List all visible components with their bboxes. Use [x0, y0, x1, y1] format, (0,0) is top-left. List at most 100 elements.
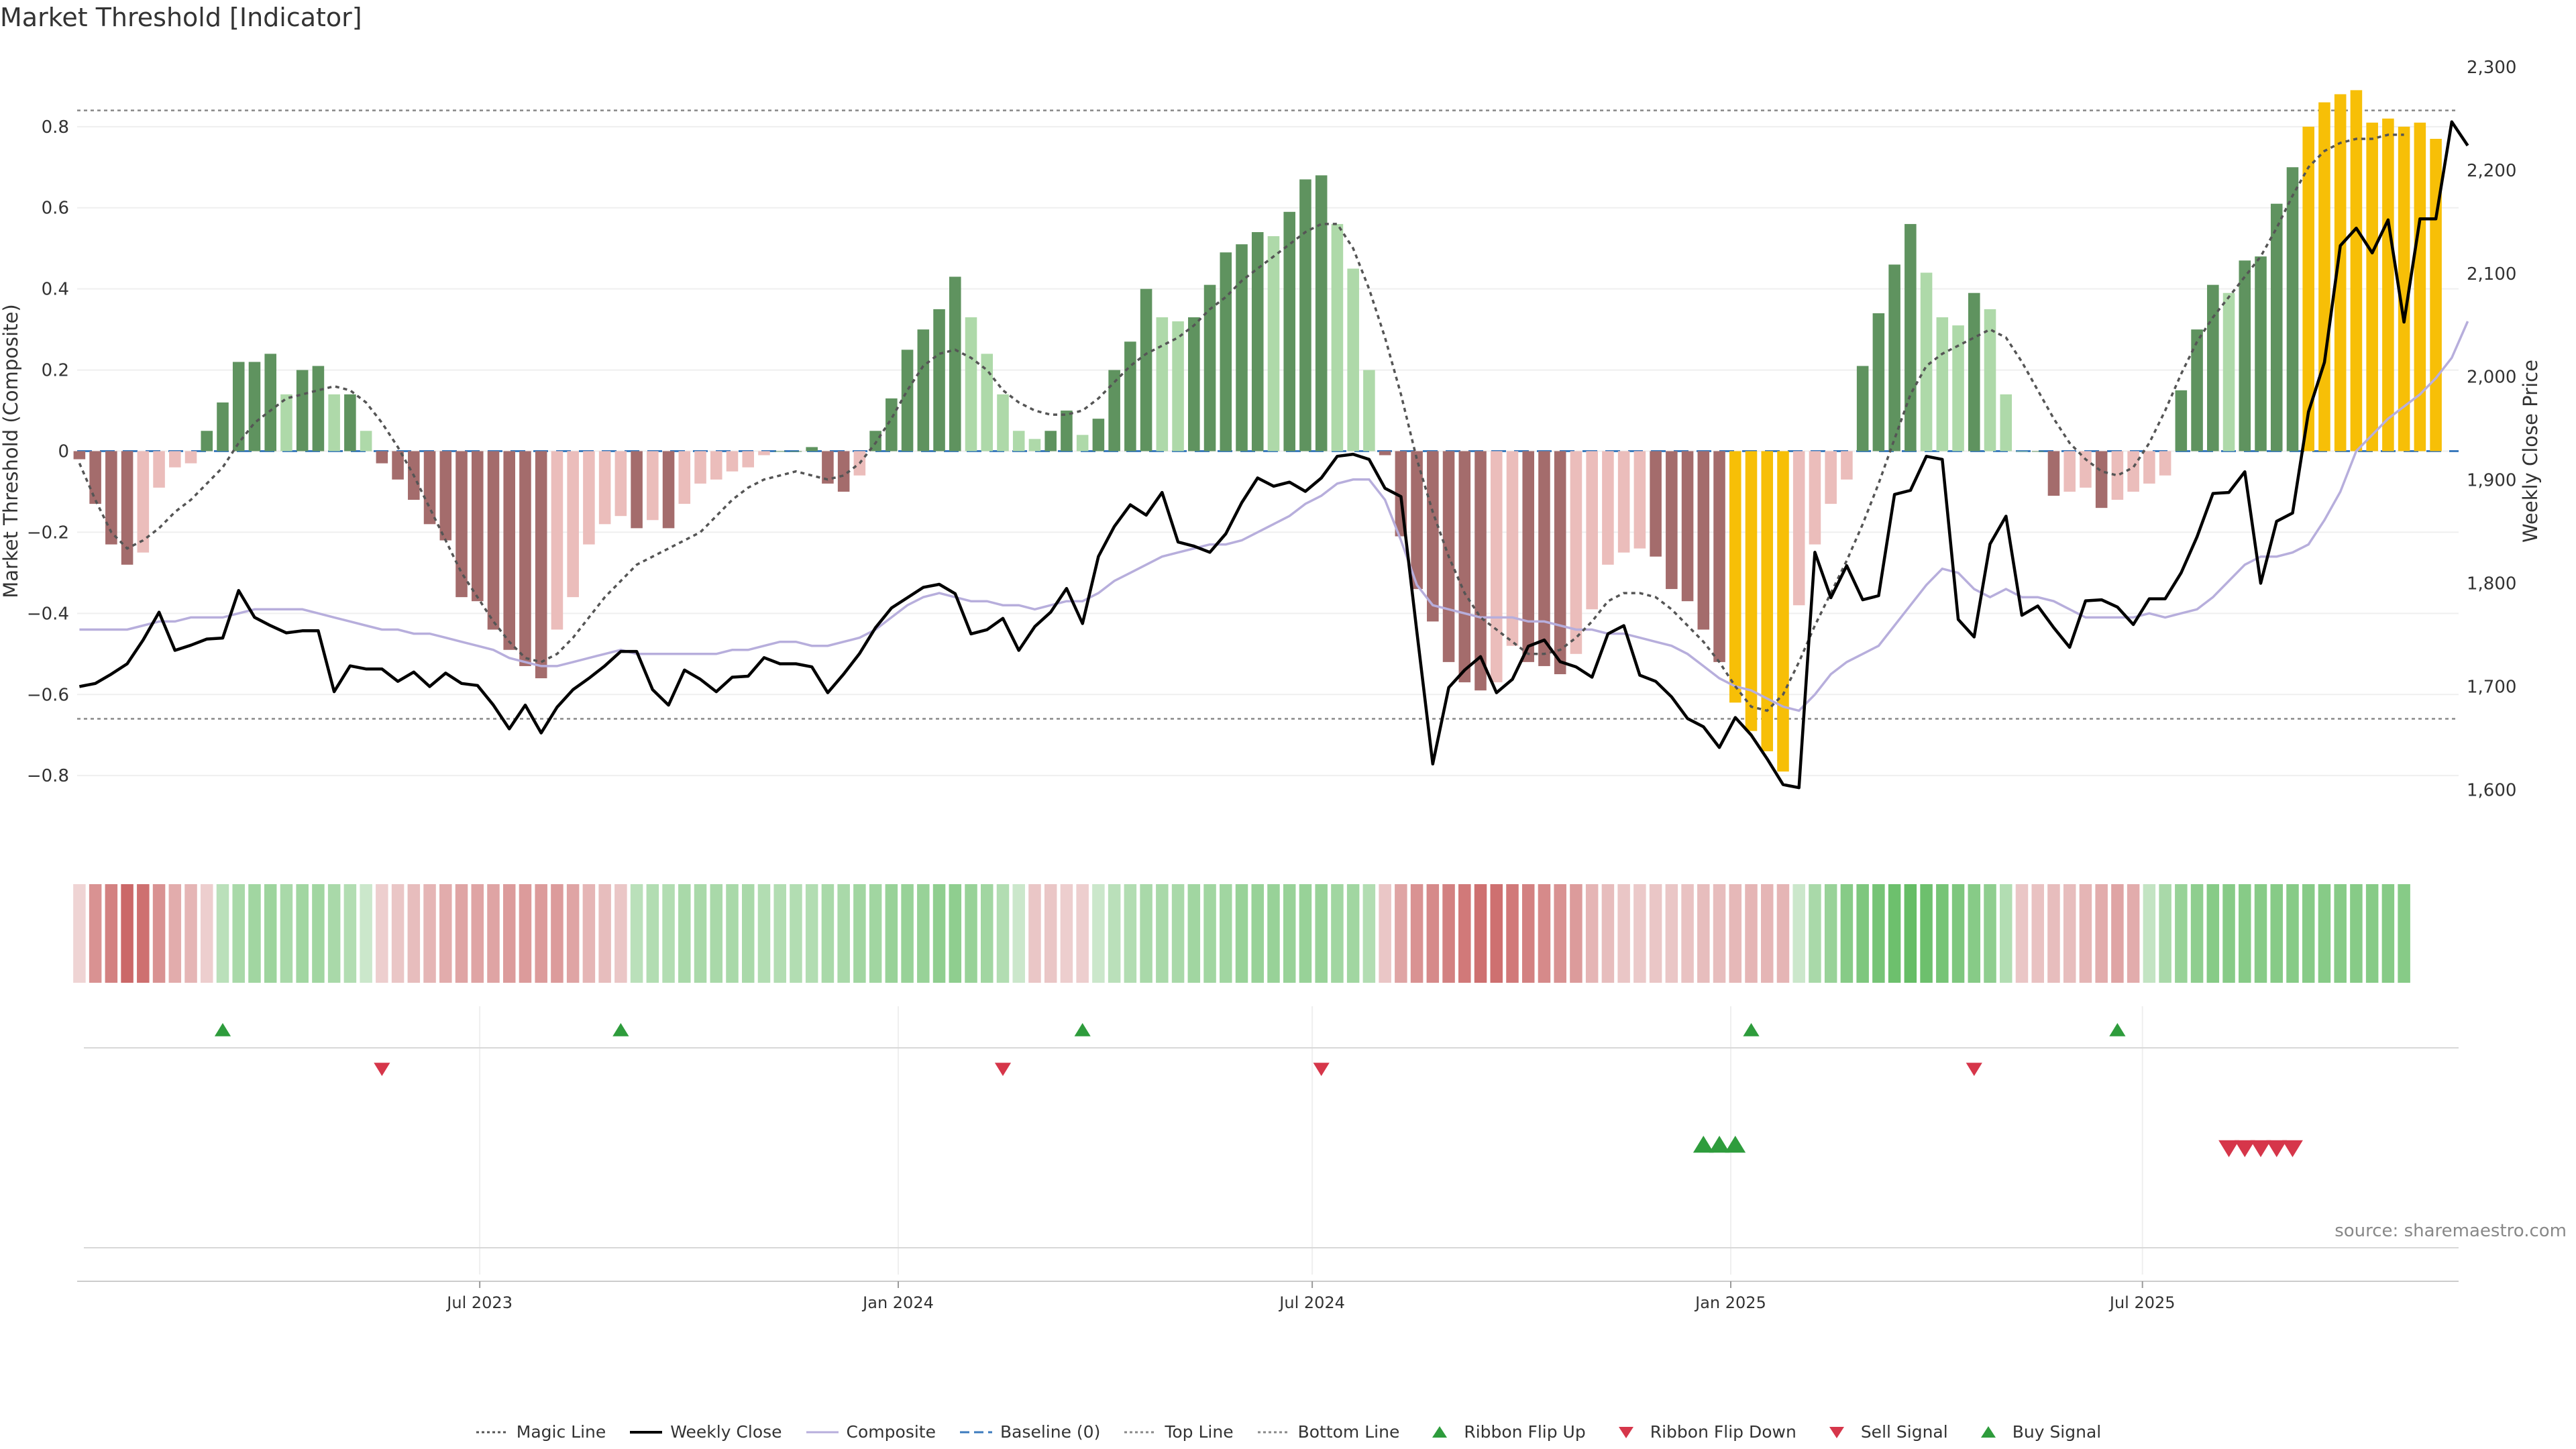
composite-bar — [965, 317, 977, 451]
composite-bar — [1427, 451, 1439, 622]
legend-label: Buy Signal — [2012, 1422, 2102, 1442]
composite-bar — [694, 451, 706, 484]
legend-swatch — [1980, 1426, 1996, 1438]
ribbon-cell — [2270, 884, 2284, 983]
composite-bar — [535, 451, 547, 679]
ribbon-cell — [1840, 884, 1854, 983]
ribbon-cell — [184, 884, 197, 983]
composite-bar — [1267, 236, 1280, 451]
composite-bar — [583, 451, 595, 545]
ribbon-cell — [630, 884, 643, 983]
ribbon-cell — [1521, 884, 1535, 983]
legend-label: Composite — [846, 1422, 936, 1442]
composite-bar — [2270, 203, 2283, 451]
ribbon-flip-down-marker — [994, 1063, 1012, 1076]
composite-bar — [1825, 451, 1837, 504]
legend-item: Baseline (0) — [959, 1422, 1100, 1442]
composite-bar — [1108, 370, 1120, 451]
legend-item: Magic Line — [475, 1422, 606, 1442]
composite-bar — [981, 354, 994, 451]
legend-label: Ribbon Flip Down — [1650, 1422, 1796, 1442]
y-tick-label: 0 — [58, 442, 69, 462]
ribbon-cell — [439, 884, 452, 983]
ribbon-cell — [137, 884, 150, 983]
composite-bar — [1570, 451, 1582, 654]
composite-bar — [344, 394, 356, 451]
composite-bar — [1809, 451, 1821, 545]
composite-bar — [1012, 431, 1025, 451]
ribbon-cell — [1346, 884, 1360, 983]
ribbon-cell — [502, 884, 516, 983]
legend-triangle-down-icon — [1829, 1426, 1844, 1438]
ribbon-cell — [1108, 884, 1121, 983]
ribbon-cell — [1554, 884, 1566, 983]
ribbon-cell — [1140, 884, 1152, 983]
composite-bar — [1061, 411, 1073, 451]
y-tick-label: 0.6 — [42, 199, 69, 219]
composite-bar — [455, 451, 468, 598]
legend-swatch — [1618, 1426, 1633, 1438]
y2-tick-label: 2,100 — [2467, 264, 2516, 284]
x-tick-label: Jan 2024 — [861, 1293, 934, 1312]
ribbon-cell — [1379, 884, 1391, 983]
composite-bar — [1044, 431, 1057, 451]
ribbon-cell — [662, 884, 675, 983]
composite-bar — [2382, 118, 2394, 451]
magic-line — [78, 133, 2404, 712]
ribbon-cell — [264, 884, 277, 983]
ribbon-cell — [805, 884, 818, 983]
sell-signal-marker — [2218, 1140, 2239, 1157]
composite-bar — [1076, 435, 1089, 451]
composite-bar — [631, 451, 643, 529]
composite-bar — [2143, 451, 2155, 484]
ribbon-cell — [1776, 884, 1790, 983]
composite-bar — [2334, 94, 2347, 451]
ribbon-cell — [2381, 884, 2395, 983]
ribbon-cell — [1124, 884, 1137, 983]
ribbon-cell — [280, 884, 293, 983]
ribbon-cell — [2143, 884, 2156, 983]
composite-bar — [742, 451, 755, 468]
ribbon-cell — [917, 884, 930, 983]
composite-bar — [647, 451, 659, 521]
x-tick-label: Jul 2024 — [1278, 1293, 1345, 1312]
ribbon-cell — [646, 884, 659, 983]
ribbon-flip-down-marker — [1313, 1063, 1330, 1076]
composite-bar — [2080, 451, 2092, 488]
legend-item: Buy Signal — [1971, 1422, 2102, 1442]
legend-label: Ribbon Flip Up — [1464, 1422, 1586, 1442]
composite-bar — [1522, 451, 1535, 662]
ribbon-cell — [1044, 884, 1057, 983]
composite-bar — [1984, 309, 1996, 451]
ribbon-cell — [327, 884, 341, 983]
ribbon-cell — [1203, 884, 1216, 983]
composite-bar — [2318, 102, 2330, 451]
ribbon-cell — [1713, 884, 1726, 983]
composite-bar — [949, 276, 961, 451]
composite-bar — [1856, 366, 1869, 451]
composite-bar — [1474, 451, 1487, 691]
ribbon-cell — [471, 884, 484, 983]
composite-bar — [2175, 390, 2188, 451]
ribbon-cell — [853, 884, 866, 983]
ribbon-cell — [1697, 884, 1710, 983]
composite-bar — [1697, 451, 1710, 630]
ribbon-cell — [1028, 884, 1041, 983]
composite-bar — [758, 451, 770, 455]
y2-tick-label: 2,300 — [2467, 58, 2516, 78]
composite-bar — [2127, 451, 2139, 492]
ribbon-cell — [407, 884, 421, 983]
ribbon-cell — [932, 884, 946, 983]
y2-tick-label: 2,000 — [2467, 368, 2516, 388]
legend-triangle-up-icon — [1432, 1426, 1448, 1438]
y-tick-label: −0.8 — [27, 766, 69, 786]
composite-bar — [2031, 451, 2044, 452]
ribbon-cell — [2302, 884, 2315, 983]
composite-bar — [1028, 439, 1041, 451]
ribbon-cell — [1872, 884, 1885, 983]
ribbon-cell — [1474, 884, 1487, 983]
composite-bar — [726, 451, 739, 472]
ribbon-cell — [1617, 884, 1630, 983]
legend-triangle-up-icon — [1980, 1426, 1996, 1438]
ribbon-cell — [821, 884, 835, 983]
